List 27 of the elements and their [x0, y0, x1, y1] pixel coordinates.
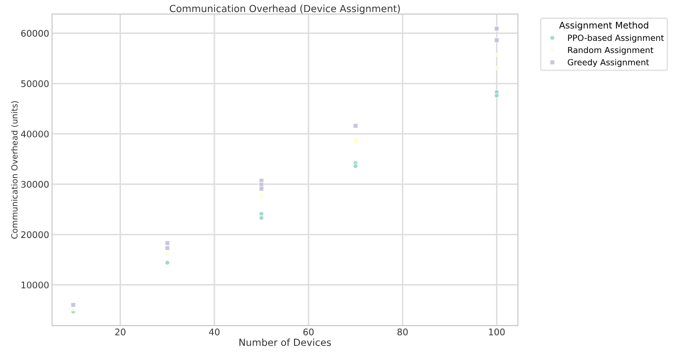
- point: [494, 92, 500, 98]
- y-axis-title: Communication Overhead (units): [11, 101, 19, 239]
- legend-label: Greedy Assignment: [568, 58, 650, 68]
- legend-label: Random Assignment: [568, 46, 654, 55]
- point: [164, 260, 170, 266]
- chart-title: Communication Overhead (Device Assignment): [170, 4, 400, 14]
- y-tick-label: 60000: [21, 30, 49, 37]
- point: [352, 163, 358, 169]
- legend-title: Assignment Method: [559, 22, 648, 30]
- x-tick-label: 100: [489, 328, 505, 336]
- x-tick-label: 40: [209, 328, 220, 336]
- point: [494, 38, 500, 43]
- point: [494, 52, 500, 58]
- point: [70, 302, 76, 308]
- x-tick-label: 80: [397, 328, 408, 336]
- point: [494, 65, 500, 71]
- y-tick-label: 50000: [21, 80, 49, 88]
- y-tick-label: 20000: [21, 231, 49, 238]
- legend-label: PPO-based Assignment: [568, 34, 664, 43]
- y-tick-label: 40000: [21, 130, 49, 138]
- x-axis-title: Number of Devices: [239, 338, 331, 346]
- y-tick-label: 10000: [22, 282, 49, 288]
- x-tick-label: 60: [303, 328, 314, 336]
- y-tick-label: 30000: [21, 180, 49, 188]
- point: [494, 26, 500, 32]
- point: [258, 215, 264, 221]
- x-tick-label: 20: [115, 328, 126, 336]
